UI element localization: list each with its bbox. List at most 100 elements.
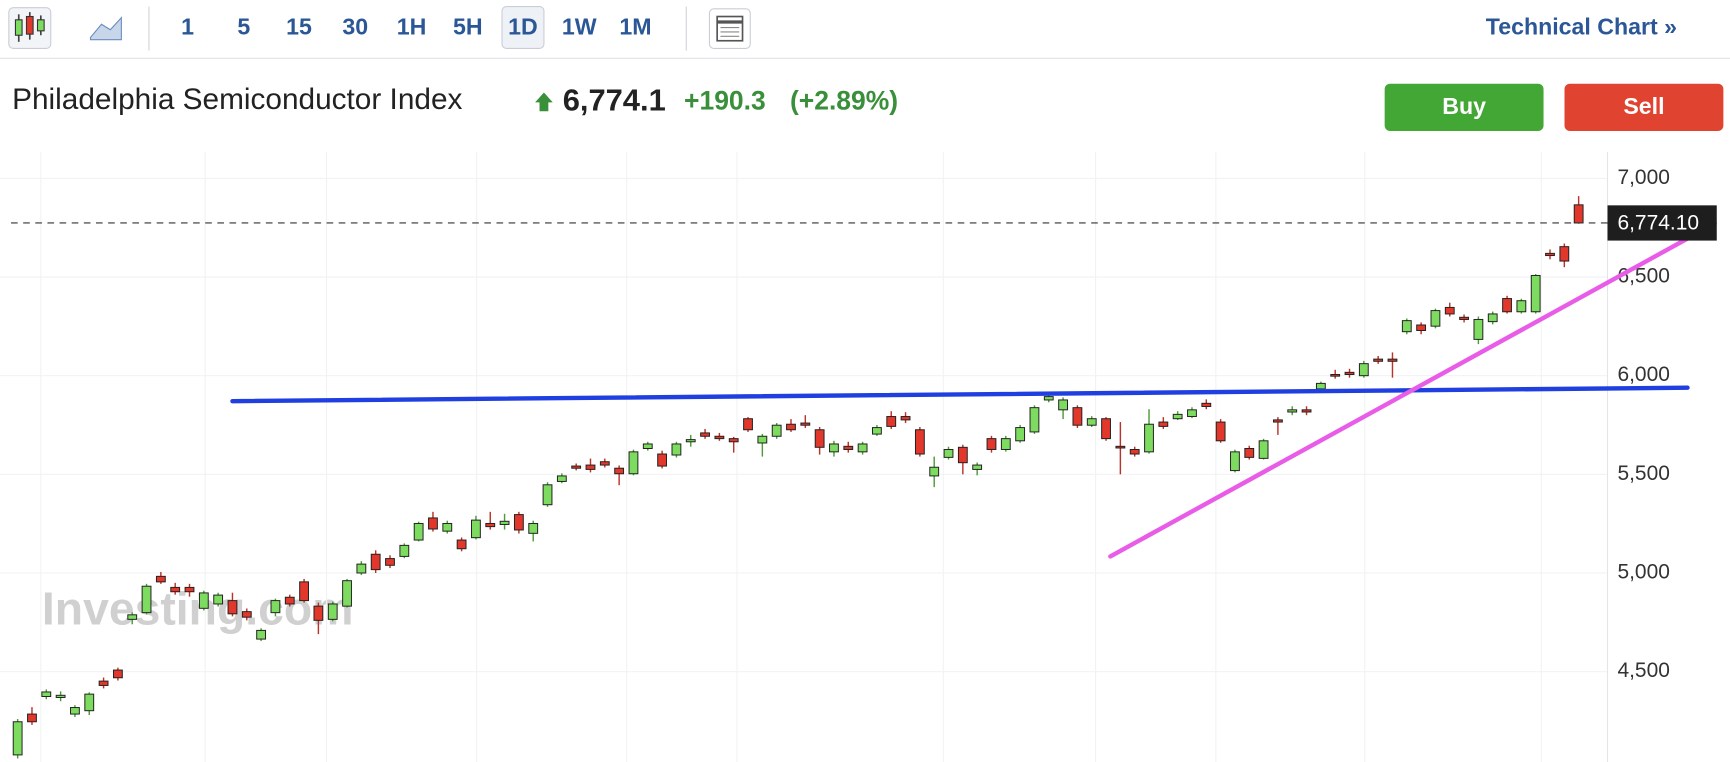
interval-button[interactable]: 1D bbox=[508, 14, 538, 40]
candle-body bbox=[972, 464, 983, 470]
candle-body bbox=[428, 517, 438, 530]
candle-body bbox=[743, 418, 753, 431]
candle-body bbox=[1258, 440, 1269, 459]
candle-body bbox=[1272, 419, 1283, 423]
candle-body bbox=[442, 522, 453, 532]
candle-body bbox=[1086, 418, 1097, 426]
candle-body bbox=[485, 522, 496, 528]
candle-body bbox=[499, 520, 510, 525]
candle-body bbox=[399, 544, 410, 557]
change: +190.3 bbox=[684, 85, 766, 115]
candle-body bbox=[112, 669, 123, 679]
candle-body bbox=[628, 451, 639, 475]
candle-body bbox=[1573, 204, 1584, 224]
candle-body bbox=[284, 596, 295, 605]
last-price-box bbox=[1607, 205, 1717, 241]
candle-body bbox=[872, 427, 882, 435]
candle-body bbox=[1330, 374, 1341, 377]
layout-icon[interactable] bbox=[708, 8, 751, 50]
interval-button[interactable]: 1W bbox=[562, 14, 597, 40]
candle-body bbox=[356, 563, 367, 574]
interval-button[interactable]: 15 bbox=[286, 14, 312, 40]
candle-body bbox=[1072, 407, 1083, 426]
interval-button[interactable]: 1M bbox=[619, 14, 651, 40]
interval-button[interactable]: 1 bbox=[181, 14, 194, 40]
sell-label[interactable]: Sell bbox=[1623, 93, 1664, 119]
candle-body bbox=[1373, 358, 1384, 362]
candle-body bbox=[929, 466, 940, 477]
candle-body bbox=[98, 680, 109, 686]
candle-body bbox=[986, 438, 997, 450]
candle-body bbox=[671, 443, 682, 456]
candle-body bbox=[571, 465, 582, 469]
candle-body bbox=[1187, 409, 1197, 418]
candle-body bbox=[1401, 320, 1412, 333]
candle-body bbox=[1043, 396, 1054, 401]
y-tick-label: 6,500 bbox=[1617, 265, 1669, 288]
active-interval bbox=[501, 6, 545, 50]
candle-body bbox=[1029, 407, 1040, 433]
candle-body bbox=[800, 422, 811, 426]
candle-body bbox=[1172, 413, 1183, 420]
candle-body bbox=[1230, 451, 1240, 472]
candle-body bbox=[1430, 310, 1441, 327]
candle-body bbox=[227, 600, 238, 615]
plot: 4,500 5,000 5,500 6,000 6,500 7,000 6,774.10 bbox=[0, 151, 1717, 762]
candle-body bbox=[1545, 252, 1555, 257]
y-tick-label: 6,000 bbox=[1617, 363, 1669, 386]
candle-body bbox=[1487, 313, 1498, 323]
candle-body bbox=[12, 721, 23, 756]
candle-body bbox=[728, 438, 739, 443]
candle-body bbox=[599, 461, 610, 466]
buy-button[interactable] bbox=[1384, 83, 1544, 132]
candle-body bbox=[1315, 382, 1326, 390]
candle-body bbox=[714, 435, 725, 440]
candle-body bbox=[614, 467, 625, 475]
candle-body bbox=[657, 453, 668, 467]
candle-body bbox=[41, 691, 52, 697]
area-icon[interactable] bbox=[89, 16, 122, 41]
candle-body bbox=[1559, 246, 1570, 262]
interval-button[interactable]: 1H bbox=[397, 14, 427, 40]
instrument-title: Philadelphia Semiconductor Index bbox=[12, 83, 462, 116]
candle-body bbox=[900, 416, 911, 421]
candle-body bbox=[757, 435, 768, 444]
candle-body bbox=[213, 594, 224, 605]
candle-body bbox=[957, 446, 968, 464]
candle-body bbox=[556, 475, 567, 482]
candle-body bbox=[1444, 306, 1455, 315]
candle-body bbox=[829, 443, 839, 453]
candle-body bbox=[943, 448, 954, 458]
technical-chart-link[interactable]: Technical Chart » bbox=[1486, 14, 1677, 40]
candle-body bbox=[843, 445, 854, 450]
candle-body bbox=[1344, 371, 1355, 376]
candle-body bbox=[771, 424, 782, 437]
candle-body bbox=[155, 575, 166, 583]
candle-body bbox=[84, 693, 95, 712]
candle-body bbox=[141, 585, 152, 614]
candle-body bbox=[1058, 399, 1068, 411]
candle-body bbox=[27, 713, 37, 723]
interval-button[interactable]: 5 bbox=[237, 14, 250, 40]
candle-body bbox=[1530, 274, 1541, 313]
candle-body bbox=[1502, 298, 1512, 313]
interval-button[interactable]: 30 bbox=[342, 14, 368, 40]
sell-button[interactable] bbox=[1564, 83, 1724, 132]
candle-body bbox=[886, 416, 897, 427]
candle-body bbox=[814, 429, 825, 448]
candle-body bbox=[1101, 418, 1111, 440]
candle-body bbox=[1129, 448, 1140, 455]
candle-body bbox=[513, 514, 524, 531]
candle-body bbox=[471, 519, 481, 539]
candle-body bbox=[198, 592, 209, 609]
candle-body bbox=[685, 439, 696, 443]
candle-body bbox=[700, 432, 710, 437]
y-tick-label: 7,000 bbox=[1617, 166, 1669, 189]
last-price-label: 6,774.10 bbox=[1617, 212, 1699, 235]
interval-button[interactable]: 5H bbox=[453, 14, 483, 40]
up-arrow bbox=[535, 92, 553, 112]
candle-body bbox=[1301, 409, 1312, 413]
candle-body bbox=[914, 429, 925, 455]
buy-label[interactable]: Buy bbox=[1442, 93, 1486, 119]
candle-body bbox=[385, 558, 395, 566]
